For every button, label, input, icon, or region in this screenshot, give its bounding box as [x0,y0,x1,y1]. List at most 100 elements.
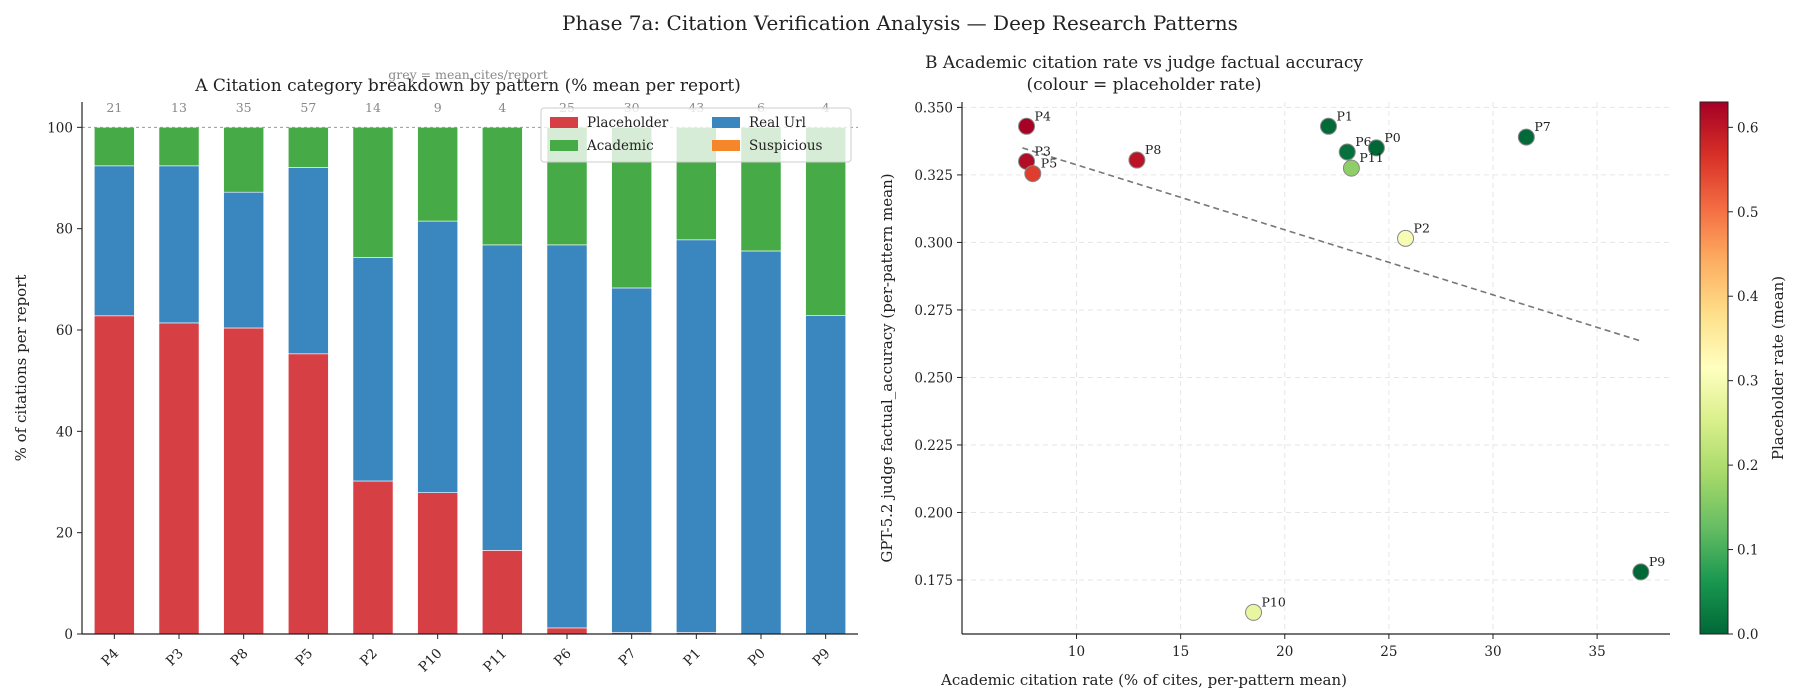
y-tick-label: 0.300 [914,235,953,251]
x-tick-label-P1: P1 [680,646,704,670]
mean-cites-label-P11: 4 [498,100,506,115]
x-tick-label-P8: P8 [228,646,252,670]
colorbar-label: Placeholder rate (mean) [1769,276,1787,460]
bar-P4-placeholder [93,315,135,635]
colorbar-tick-label: 0.3 [1737,374,1758,390]
colorbar-tick-label: 0.6 [1737,120,1758,136]
bar-P6-placeholder [546,627,588,635]
x-tick-label-P4: P4 [98,646,122,670]
bar-P6-real-url [546,244,588,629]
bar-P11-real-url [481,244,523,551]
bar-P3-academic [158,127,200,167]
y-tick-label: 0.200 [914,505,953,521]
bar-P8-real-url [223,191,265,329]
legend-box [540,107,852,163]
mean-cites-label-P3: 13 [171,100,187,115]
y-tick-label: 0.325 [914,168,953,184]
x-tick-label: 10 [1068,644,1085,660]
bar-P5-real-url [287,167,329,355]
x-tick-label: 30 [1484,644,1501,660]
y-tick-label: 0.275 [914,303,953,319]
bar-P2-real-url [352,257,394,482]
x-tick-label-P6: P6 [551,646,575,670]
bar-P10-placeholder [417,492,459,635]
scatter-point-P10 [1245,603,1263,621]
trend-line [1022,147,1642,342]
panel-b-x-axis-label: Academic citation rate (% of cites, per-… [940,671,1347,689]
point-label-P3: P3 [1035,143,1051,158]
mean-cites-label-P2: 14 [365,100,381,115]
y-tick-label: 0.350 [914,100,953,116]
x-tick-label-P5: P5 [292,646,316,670]
scatter-point-P5 [1024,165,1042,183]
bar-P1-real-url [675,239,717,633]
x-tick-label-P9: P9 [810,646,834,670]
y-tick-label: 0.225 [914,438,953,454]
bar-P8-academic [223,127,265,193]
mean-cites-label-P10: 9 [434,100,442,115]
colorbar-tick-label: 0.0 [1737,627,1758,643]
y-tick-label: 60 [56,323,73,339]
bar-P3-placeholder [158,322,200,635]
legend-swatch-suspicious [712,140,740,151]
bar-P2-academic [352,127,394,258]
y-tick-label: 0.250 [914,370,953,386]
y-tick-label: 0 [64,627,73,643]
panel-b-title: B Academic citation rate vs judge factua… [925,53,1363,73]
x-tick-label-P11: P11 [480,646,510,676]
panel-a-legend: Placeholder Real Url Academic Suspicious [540,107,852,163]
x-tick-label: 35 [1589,644,1606,660]
point-label-P5: P5 [1041,156,1057,171]
legend-label-real-url: Real Url [749,115,806,131]
scatter-point-P9 [1632,563,1650,581]
x-tick-label: 20 [1276,644,1293,660]
y-tick-label: 40 [56,424,73,440]
point-label-P2: P2 [1414,220,1430,235]
bar-P3-real-url [158,165,200,324]
panel-b: B Academic citation rate vs judge factua… [878,53,1670,689]
colorbar-tick-label: 0.1 [1737,543,1758,559]
legend-swatch-real-url [712,117,740,128]
point-label-P0: P0 [1384,130,1400,145]
bar-P5-academic [287,127,329,168]
x-tick-label: 15 [1172,644,1189,660]
y-tick-label: 20 [56,526,73,542]
figure-title: Phase 7a: Citation Verification Analysis… [562,11,1238,35]
x-tick-label-P3: P3 [163,646,187,670]
point-label-P1: P1 [1336,108,1352,123]
y-tick-label: 100 [47,120,73,136]
scatter-point-P6 [1338,143,1356,161]
scatter-point-P8 [1128,151,1146,169]
x-tick-label-P7: P7 [616,646,640,670]
x-tick-label-P2: P2 [357,646,381,670]
scatter-point-P1 [1319,117,1337,135]
point-label-P10: P10 [1262,594,1286,609]
panel-a-y-axis-label: % of citations per report [12,275,30,462]
legend-swatch-academic [550,140,578,151]
mean-cites-label-P4: 21 [106,100,122,115]
mean-cites-label-P8: 35 [236,100,252,115]
bar-P9-real-url [805,315,847,635]
bar-P4-academic [93,127,135,167]
point-label-P9: P9 [1649,554,1665,569]
legend-label-academic: Academic [586,138,654,154]
bar-P5-placeholder [287,353,329,635]
point-label-P4: P4 [1035,108,1051,123]
panel-a-title: A Citation category breakdown by pattern… [194,76,741,96]
point-label-P8: P8 [1145,142,1161,157]
x-tick-label-P10: P10 [416,646,446,676]
colorbar-tick-label: 0.4 [1737,289,1758,305]
point-label-P11: P11 [1359,150,1383,165]
panel-b-subtitle: (colour = placeholder rate) [1026,75,1261,95]
colorbar-tick-label: 0.5 [1737,205,1758,221]
bar-P11-academic [481,127,523,246]
x-tick-label-P0: P0 [745,646,769,670]
bar-P0-real-url [740,250,782,635]
point-label-P6: P6 [1355,134,1371,149]
colorbar: Placeholder rate (mean) 0.0 0.1 0.2 0.3 0.4 0… [1699,101,1787,643]
bar-P11-placeholder [481,550,523,635]
y-tick-label: 0.175 [914,573,953,589]
panel-b-y-axis-label: GPT-5.2 judge factual_accuracy (per-patt… [878,173,896,562]
scatter-point-P0 [1367,139,1385,157]
